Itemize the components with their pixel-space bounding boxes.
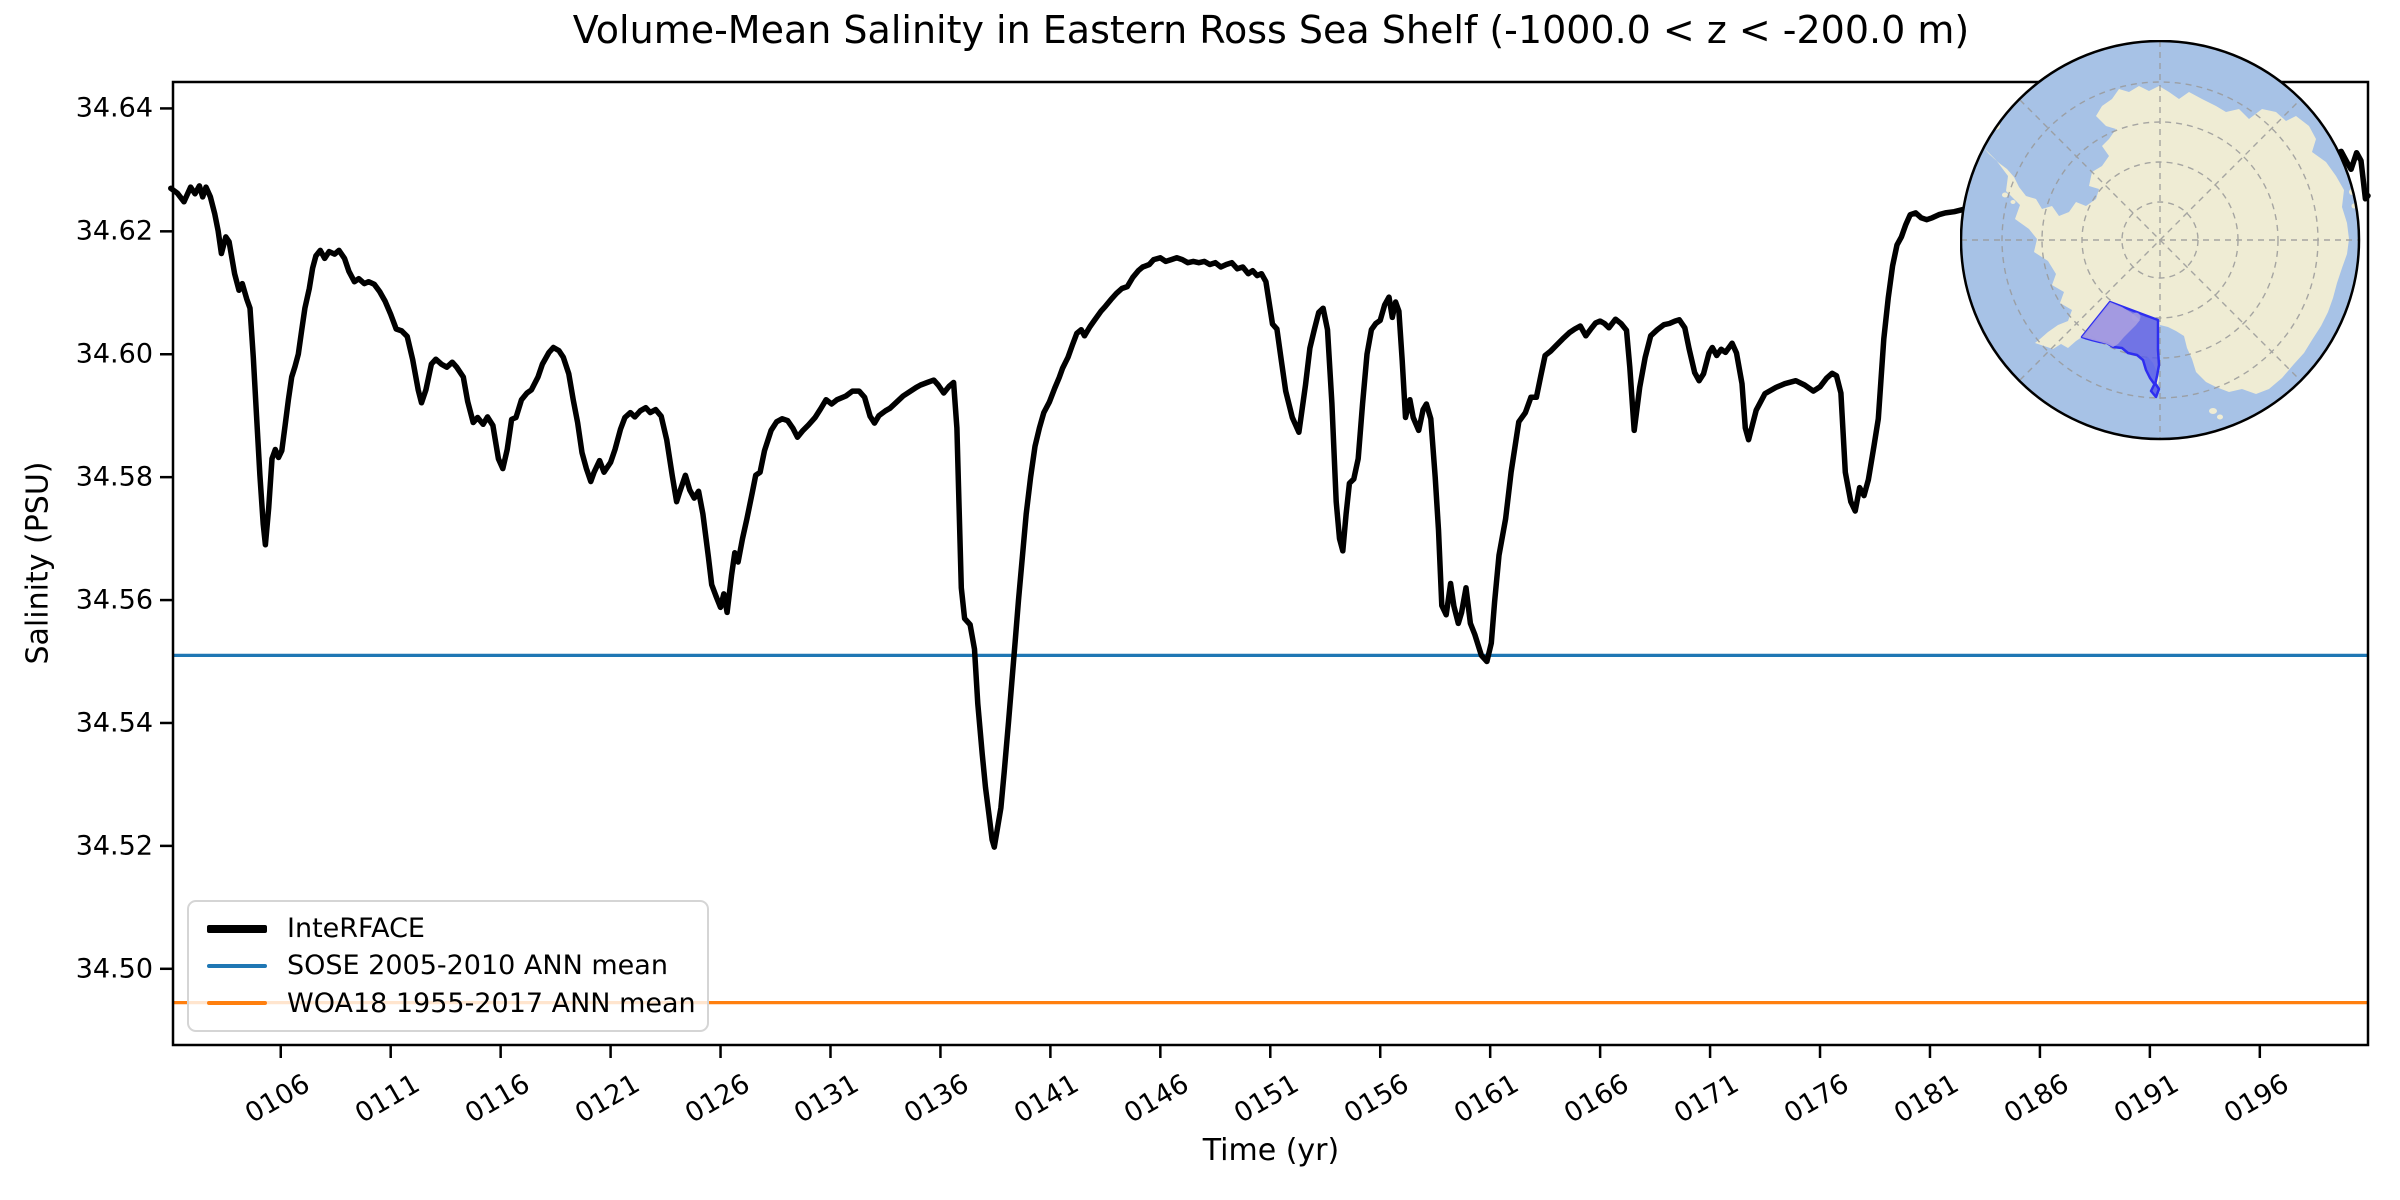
region-ice-patch [2131, 312, 2141, 322]
x-tick-label: 0111 [349, 1068, 425, 1130]
x-tick-label: 0156 [1339, 1068, 1415, 1130]
x-tick-label: 0186 [1998, 1068, 2074, 1130]
x-tick-label: 0146 [1119, 1068, 1195, 1130]
x-tick-label: 0126 [679, 1068, 755, 1130]
x-tick-label: 0141 [1009, 1068, 1085, 1130]
x-tick-label: 0166 [1559, 1068, 1635, 1130]
x-tick-label: 0106 [239, 1068, 315, 1130]
x-axis-label: Time (yr) [1202, 1133, 1340, 1168]
legend-item-interface: InteRFACE [207, 913, 689, 944]
x-tick-label: 0181 [1889, 1068, 1965, 1130]
region-ice-shelf-area [2082, 302, 2140, 347]
island [2209, 408, 2217, 414]
x-tick-label: 0171 [1669, 1068, 1745, 1130]
region-tail [2149, 381, 2161, 399]
legend-item-sose: SOSE 2005-2010 ANN mean [207, 950, 689, 981]
antarctica-inset-map [1960, 40, 2361, 441]
y-tick-label: 34.52 [75, 830, 153, 862]
x-tick-label: 0151 [1229, 1068, 1305, 1130]
y-tick-label: 34.62 [75, 215, 153, 247]
island [2217, 414, 2223, 420]
x-tick-label: 0121 [569, 1068, 645, 1130]
y-tick-label: 34.56 [75, 584, 153, 616]
island [2010, 200, 2016, 204]
x-tick-label: 0161 [1449, 1068, 1525, 1130]
y-tick-label: 34.64 [75, 92, 153, 124]
x-tick-label: 0191 [2108, 1068, 2184, 1130]
series-interface-curve [168, 148, 2371, 850]
legend: InteRFACE SOSE 2005-2010 ANN mean WOA18 … [187, 900, 709, 1032]
legend-line-swatch-black [207, 924, 267, 933]
map-contents [1961, 41, 2359, 439]
map-border-circle [1960, 40, 2361, 441]
legend-line-swatch-orange [207, 1001, 267, 1006]
legend-label: InteRFACE [287, 913, 425, 945]
page-title: Volume-Mean Salinity in Eastern Ross Sea… [572, 8, 1970, 52]
x-tick-label: 0196 [2218, 1068, 2294, 1130]
map-graticule [1961, 41, 2359, 439]
x-tick-label: 0116 [459, 1068, 535, 1130]
x-tick-label: 0136 [899, 1068, 975, 1130]
y-tick-label: 34.54 [75, 707, 153, 739]
legend-label: WOA18 1955-2017 ANN mean [287, 987, 696, 1019]
y-tick-label: 34.60 [75, 338, 153, 370]
antarctica-landmass [1983, 86, 2349, 394]
y-tick-label: 34.50 [75, 953, 153, 985]
legend-line-swatch-blue [207, 963, 267, 968]
ross-sea-region-highlight [2080, 300, 2161, 399]
y-tick-label: 34.58 [75, 461, 153, 493]
x-tick-label: 0131 [789, 1068, 865, 1130]
legend-item-woa18: WOA18 1955-2017 ANN mean [207, 988, 696, 1019]
x-tick-label: 0176 [1779, 1068, 1855, 1130]
legend-label: SOSE 2005-2010 ANN mean [287, 950, 668, 982]
island [2002, 192, 2008, 198]
